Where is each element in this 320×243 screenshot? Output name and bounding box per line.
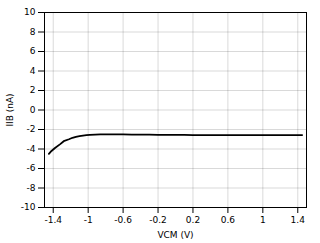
svg-text:-0.6: -0.6 [114,215,132,225]
svg-text:-6: -6 [27,163,36,173]
svg-text:1.4: 1.4 [291,215,306,225]
svg-text:2: 2 [30,85,36,95]
svg-text:-4: -4 [27,144,36,154]
svg-text:0: 0 [30,105,36,115]
svg-text:-10: -10 [21,202,36,212]
svg-text:-2: -2 [27,124,36,134]
svg-text:0.6: 0.6 [221,215,236,225]
svg-text:4: 4 [30,66,36,76]
svg-text:6: 6 [30,46,36,56]
svg-text:-1: -1 [84,215,93,225]
svg-text:IIB (nA): IIB (nA) [5,93,15,126]
svg-text:8: 8 [30,27,36,37]
svg-text:-8: -8 [27,183,36,193]
svg-text:-1.4: -1.4 [44,215,62,225]
svg-text:-0.2: -0.2 [149,215,167,225]
svg-text:10: 10 [24,7,36,17]
svg-text:VCM (V): VCM (V) [157,230,193,240]
svg-text:0.2: 0.2 [186,215,200,225]
svg-text:1: 1 [260,215,266,225]
